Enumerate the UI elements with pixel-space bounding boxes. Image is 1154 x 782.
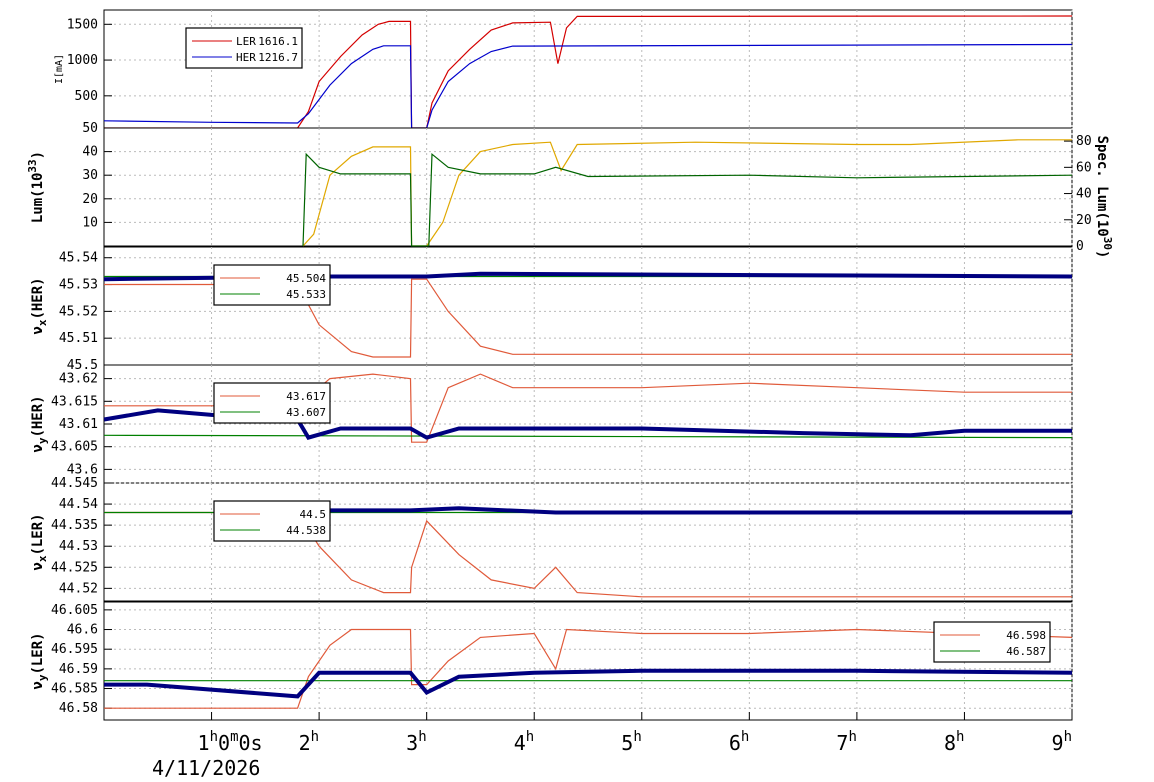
panel-frame bbox=[103, 482, 1073, 602]
panel-frame bbox=[103, 601, 1073, 721]
y-tick-label: 44.53 bbox=[59, 539, 98, 554]
y-tick-label: 45.5 bbox=[67, 358, 98, 373]
x-tick-label: 1h0m0s bbox=[198, 729, 263, 755]
y2-tick-label: 20 bbox=[1076, 213, 1092, 228]
y-tick-label: 45.52 bbox=[59, 304, 98, 319]
series-line-set bbox=[104, 511, 1072, 598]
legend-value: 1616.1 bbox=[258, 35, 298, 48]
y-tick-label: 40 bbox=[82, 145, 98, 160]
x-tick-label: 8h bbox=[944, 729, 964, 755]
x-tick-label: 2h bbox=[299, 729, 319, 755]
legend-value: 43.617 bbox=[286, 390, 326, 403]
series-line-spec-lum bbox=[302, 152, 1073, 247]
y-tick-label: 45.51 bbox=[59, 331, 98, 346]
y-axis-label: νx(LER) bbox=[30, 513, 49, 570]
y-tick-label: 46.59 bbox=[59, 662, 98, 677]
x-tick-label: 4h bbox=[514, 729, 534, 755]
y2-tick-label: 60 bbox=[1076, 160, 1092, 175]
y-tick-label: 45.54 bbox=[59, 251, 98, 266]
y-tick-label: 20 bbox=[82, 192, 98, 207]
series-line-meas bbox=[319, 506, 1072, 515]
y-tick-label: 1000 bbox=[67, 53, 98, 68]
y-tick-label: 44.52 bbox=[59, 581, 98, 596]
series-line-set bbox=[104, 278, 1072, 358]
x-tick-label: 7h bbox=[836, 729, 856, 755]
y-tick-label: 46.585 bbox=[51, 682, 98, 697]
legend-value: 43.607 bbox=[286, 406, 326, 419]
date-label: 4/11/2026 bbox=[152, 756, 260, 780]
y-tick-label: 46.58 bbox=[59, 701, 98, 716]
series-line-lum bbox=[302, 139, 1072, 247]
x-tick-label: 9h bbox=[1052, 729, 1072, 755]
y2-tick-label: 0 bbox=[1076, 239, 1084, 254]
legend-name: LER bbox=[236, 35, 256, 48]
legend-value: 44.538 bbox=[286, 524, 326, 537]
y-tick-label: 43.62 bbox=[59, 372, 98, 387]
x-tick-label: 3h bbox=[406, 729, 426, 755]
legend-value: 45.533 bbox=[286, 288, 326, 301]
y-tick-label: 43.61 bbox=[59, 417, 98, 432]
y-tick-label: 50 bbox=[82, 121, 98, 136]
y-tick-label: 1500 bbox=[67, 17, 98, 32]
legend-box bbox=[933, 621, 1051, 663]
legend-value: 46.598 bbox=[1006, 629, 1046, 642]
y-axis-label: νx(HER) bbox=[30, 277, 49, 334]
y-axis-label: Lum(1033) bbox=[26, 151, 46, 223]
y-tick-label: 44.545 bbox=[51, 476, 98, 491]
x-tick-label: 6h bbox=[729, 729, 749, 755]
y2-tick-label: 40 bbox=[1076, 187, 1092, 202]
series-line-meas bbox=[104, 668, 1073, 699]
legend: 45.504 45.533 bbox=[213, 264, 331, 306]
legend: 44.5 44.538 bbox=[213, 500, 331, 542]
y-tick-label: 43.615 bbox=[51, 394, 98, 409]
y-tick-label: 44.525 bbox=[51, 560, 98, 575]
legend-box bbox=[185, 27, 303, 69]
y-tick-label: 43.605 bbox=[51, 440, 98, 455]
y-tick-label: 46.595 bbox=[51, 642, 98, 657]
legend-value: 1216.7 bbox=[258, 51, 298, 64]
y-tick-label: 500 bbox=[75, 89, 98, 104]
y-tick-label: 44.535 bbox=[51, 518, 98, 533]
x-tick-label: 5h bbox=[621, 729, 641, 755]
y-axis-label: νy(HER) bbox=[30, 395, 49, 452]
legend-value: 45.504 bbox=[286, 272, 326, 285]
legend: 43.617 43.607 bbox=[213, 382, 331, 424]
y-tick-label: 46.6 bbox=[67, 623, 98, 638]
panel-nux_ler: 44.52 44.525 44.53 44.535 44.54 44.545 νx(LER)… bbox=[30, 476, 1073, 602]
panel-lum: 10 20 30 40 Lum(1033) 0 20 40 60 80 Spec. Lum(1030… bbox=[26, 127, 1114, 259]
legend-box bbox=[213, 500, 331, 542]
y2-tick-label: 80 bbox=[1076, 134, 1092, 149]
y-axis-label: I[mA] bbox=[54, 54, 65, 84]
y-tick-label: 30 bbox=[82, 168, 98, 183]
y-tick-label: 45.53 bbox=[59, 278, 98, 293]
panel-frame bbox=[103, 127, 1073, 247]
legend: 46.598 46.587 bbox=[933, 621, 1051, 663]
y-axis-label: νy(LER) bbox=[30, 632, 49, 689]
y2-axis-label: Spec. Lum(1030) bbox=[1094, 136, 1114, 259]
y-tick-label: 46.605 bbox=[51, 603, 98, 618]
legend-value: 44.5 bbox=[300, 508, 327, 521]
y-tick-label: 43.6 bbox=[67, 462, 98, 477]
legend-value: 46.587 bbox=[1006, 645, 1046, 658]
series-line-her bbox=[103, 43, 1073, 129]
legend-box bbox=[213, 382, 331, 424]
x-axis: 1h0m0s 2h 3h 4h 5h 6h 7h 8h 9h 4/11/2026 bbox=[152, 712, 1073, 780]
series-line-set bbox=[104, 628, 1073, 709]
legend-name: HER bbox=[236, 51, 256, 64]
y-tick-label: 10 bbox=[82, 215, 98, 230]
y-tick-label: 44.54 bbox=[59, 497, 98, 512]
legend-box bbox=[213, 264, 331, 306]
